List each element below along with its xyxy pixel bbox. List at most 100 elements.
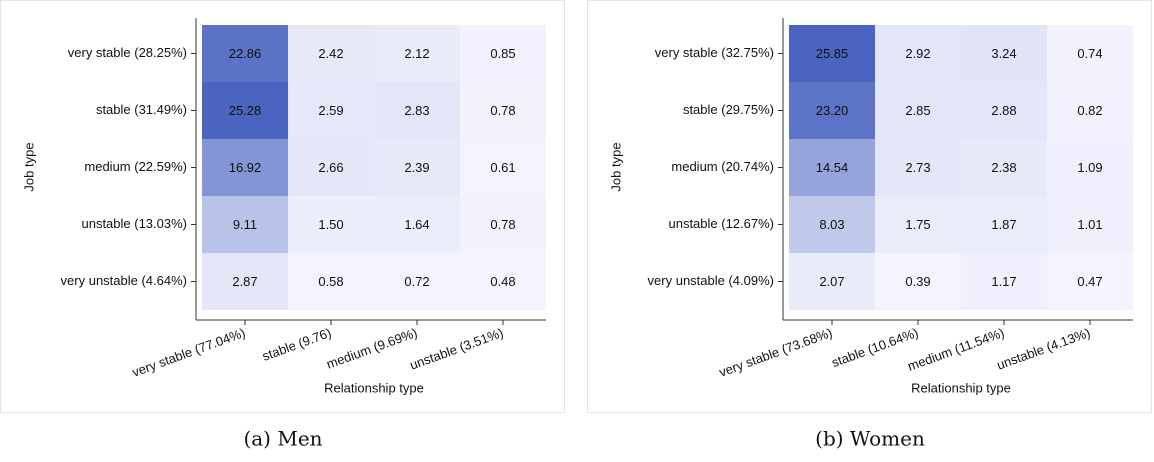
cell: [789, 196, 875, 253]
y-tick-label: very stable (28.25%): [68, 45, 187, 60]
cell-label: 2.88: [991, 103, 1016, 118]
cell: [961, 196, 1047, 253]
cell: [961, 25, 1047, 82]
x-tick-label: medium (11.54%): [906, 325, 1007, 374]
cell-label: 0.58: [318, 274, 343, 289]
cell: [875, 139, 961, 196]
y-tick-label: medium (22.59%): [84, 159, 187, 174]
cell: [202, 25, 288, 82]
cell: [789, 82, 875, 139]
y-tick-label: unstable (12.67%): [668, 216, 774, 231]
y-tick-label: very unstable (4.09%): [648, 273, 774, 288]
cell: [1047, 25, 1133, 82]
cell-label: 0.74: [1077, 46, 1102, 61]
cell-label: 2.85: [905, 103, 930, 118]
cell: [789, 253, 875, 310]
cell: [374, 196, 460, 253]
cell-label: 0.78: [490, 217, 515, 232]
cell: [875, 82, 961, 139]
x-tick-label: very stable (77.04%): [130, 325, 247, 380]
cell: [374, 139, 460, 196]
cell: [202, 196, 288, 253]
cell: [961, 253, 1047, 310]
cell-label: 0.61: [490, 160, 515, 175]
cell: [460, 253, 546, 310]
cell-label: 2.38: [991, 160, 1016, 175]
cell-label: 1.64: [404, 217, 429, 232]
cell: [875, 253, 961, 310]
cell-label: 3.24: [991, 46, 1016, 61]
x-tick-label: medium (9.69%): [324, 325, 419, 372]
cell-label: 8.03: [819, 217, 844, 232]
cell: [202, 253, 288, 310]
cell-label: 2.42: [318, 46, 343, 61]
cell: [1047, 196, 1133, 253]
caption: (b) Women: [815, 427, 925, 451]
cell-label: 22.86: [229, 46, 262, 61]
cell: [961, 139, 1047, 196]
cell-label: 0.72: [404, 274, 429, 289]
cell-label: 2.92: [905, 46, 930, 61]
y-tick-label: very stable (32.75%): [655, 45, 774, 60]
cell-label: 0.48: [490, 274, 515, 289]
cell-label: 0.85: [490, 46, 515, 61]
caption: (a) Men: [243, 427, 322, 451]
cell: [460, 25, 546, 82]
cell: [374, 253, 460, 310]
cell-label: 9.11: [233, 217, 257, 232]
y-tick-label: medium (20.74%): [671, 159, 774, 174]
panel-frame: [587, 0, 1152, 413]
cell: [875, 25, 961, 82]
cell-label: 25.85: [816, 46, 849, 61]
cell: [288, 25, 374, 82]
cell: [202, 82, 288, 139]
cell-label: 2.73: [905, 160, 930, 175]
cell-label: 16.92: [229, 160, 262, 175]
cell-label: 0.39: [905, 274, 930, 289]
cell: [374, 25, 460, 82]
cell-label: 1.75: [905, 217, 930, 232]
cell: [1047, 139, 1133, 196]
cell-label: 2.66: [318, 160, 343, 175]
cell: [374, 82, 460, 139]
cell-label: 14.54: [816, 160, 849, 175]
cell: [460, 196, 546, 253]
x-axis-title: Relationship type: [911, 380, 1011, 395]
cell-label: 0.47: [1077, 274, 1102, 289]
cell: [1047, 253, 1133, 310]
y-axis-title: Job type: [21, 142, 36, 191]
cell-label: 2.59: [318, 103, 343, 118]
cell-label: 2.83: [404, 103, 429, 118]
y-tick-label: very unstable (4.64%): [61, 273, 187, 288]
y-tick-label: stable (31.49%): [96, 102, 187, 117]
x-tick-label: stable (9.76): [260, 325, 333, 364]
panel-frame: [0, 0, 565, 413]
cell-label: 23.20: [816, 103, 849, 118]
x-tick-label: very stable (73.68%): [717, 325, 834, 380]
cell: [288, 82, 374, 139]
y-tick-label: unstable (13.03%): [81, 216, 187, 231]
cell: [202, 139, 288, 196]
cell: [460, 139, 546, 196]
cell-label: 2.87: [232, 274, 257, 289]
cell-label: 1.50: [318, 217, 343, 232]
cell-label: 2.39: [404, 160, 429, 175]
cell-label: 1.17: [991, 274, 1016, 289]
cell: [288, 196, 374, 253]
y-tick-label: stable (29.75%): [683, 102, 774, 117]
cell: [1047, 82, 1133, 139]
cell-label: 1.01: [1077, 217, 1102, 232]
cell-label: 2.07: [819, 274, 844, 289]
cell-label: 1.87: [991, 217, 1016, 232]
cell: [961, 82, 1047, 139]
cell-label: 0.78: [490, 103, 515, 118]
cell-label: 2.12: [404, 46, 429, 61]
cell-label: 25.28: [229, 103, 262, 118]
y-axis-title: Job type: [608, 142, 623, 191]
x-tick-label: unstable (4.13%): [995, 325, 1092, 373]
cell: [789, 25, 875, 82]
cell: [875, 196, 961, 253]
cell: [789, 139, 875, 196]
cell: [288, 139, 374, 196]
